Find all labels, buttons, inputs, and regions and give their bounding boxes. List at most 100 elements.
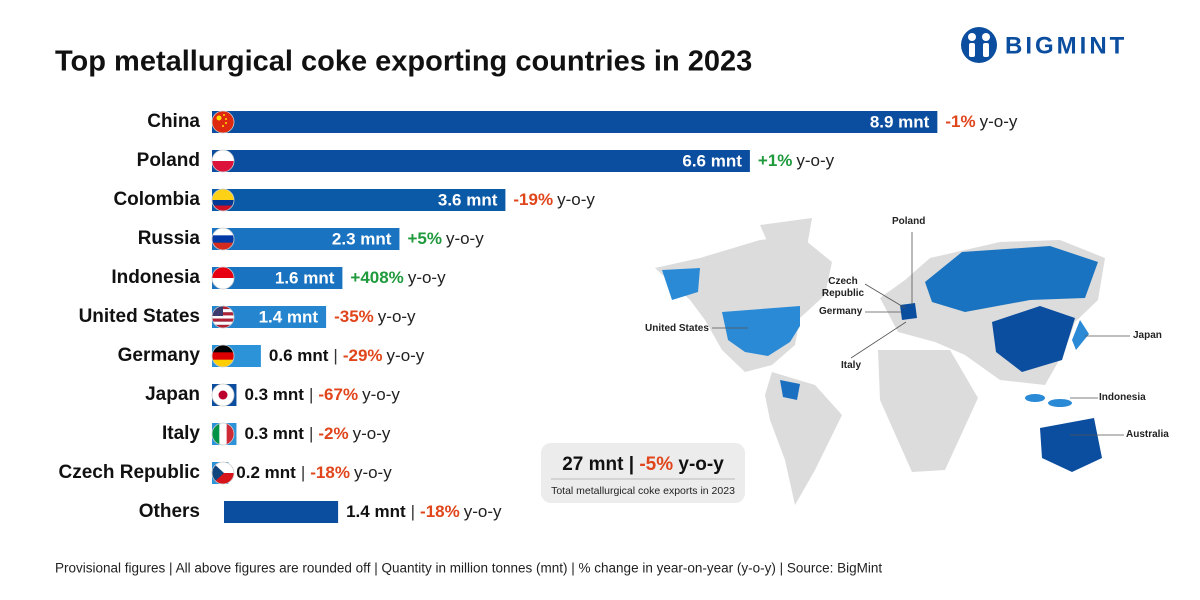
flag-stripe	[212, 321, 234, 325]
china	[992, 306, 1075, 372]
yoy-label: -35% y-o-y	[334, 307, 416, 326]
category-label: Poland	[137, 150, 200, 171]
yoy-label: +1% y-o-y	[758, 151, 835, 170]
yoy-suffix: y-o-y	[796, 151, 834, 170]
summary-total: 27 mnt	[562, 454, 624, 475]
flag	[212, 228, 234, 250]
flag-border	[211, 110, 235, 134]
flag-stripe	[219, 423, 227, 445]
flag-border	[211, 266, 235, 290]
bar	[212, 267, 343, 289]
flag-border	[211, 227, 235, 251]
flag-stripe	[212, 189, 234, 195]
yoy-label: +5% y-o-y	[407, 229, 484, 248]
north-america	[655, 236, 832, 372]
yoy-label: -1% y-o-y	[945, 112, 1018, 131]
flag-stripe	[212, 359, 234, 367]
value-label: 1.4 mnt	[259, 307, 319, 326]
usa	[722, 306, 800, 356]
flag-stripe	[212, 161, 234, 172]
flag-stripe	[212, 473, 234, 484]
flag-triangle	[212, 462, 224, 484]
yoy-change: -67%	[318, 385, 358, 404]
flag-stripe	[212, 318, 234, 322]
flag-star	[222, 125, 224, 127]
yoy-label: 1.4 mnt | -18% y-o-y	[346, 502, 502, 521]
value-label: 1.4 mnt	[346, 502, 406, 521]
africa	[878, 350, 978, 472]
alaska	[662, 268, 700, 300]
flag-stripe	[212, 228, 234, 236]
category-label: Germany	[118, 345, 201, 366]
yoy-suffix: y-o-y	[353, 424, 391, 443]
flag-stripe	[212, 150, 234, 162]
flag	[212, 345, 234, 367]
summary-line: 27 mnt | -5% y-o-y	[562, 454, 724, 475]
yoy-suffix: y-o-y	[408, 268, 446, 287]
yoy-suffix: y-o-y	[446, 229, 484, 248]
bar	[224, 501, 339, 523]
flag-stripe	[212, 324, 234, 328]
footer: Provisional figures | All above figures …	[55, 561, 882, 576]
map-label: Japan	[1133, 330, 1162, 341]
value-label: 0.6 mnt	[269, 346, 329, 365]
flag-canton	[212, 306, 223, 316]
indonesia	[1048, 399, 1072, 407]
category-label: China	[147, 111, 200, 132]
value-label: 0.3 mnt	[244, 385, 304, 404]
bar	[212, 150, 750, 172]
map-label: Australia	[1126, 429, 1169, 440]
map-label: Indonesia	[1099, 392, 1146, 403]
central-europe	[900, 303, 917, 320]
category-label: Czech Republic	[59, 462, 201, 483]
category-label: Italy	[162, 423, 200, 444]
summary-suffix: y-o-y	[678, 454, 724, 475]
map-label: United States	[645, 323, 709, 334]
flag-border	[211, 383, 235, 407]
flag-stripe	[212, 267, 234, 279]
value-label: 0.2 mnt	[236, 463, 296, 482]
flag	[212, 423, 234, 445]
category-label: Russia	[138, 228, 201, 249]
category-label: United States	[79, 306, 200, 327]
map-label: Germany	[819, 306, 863, 317]
map-label: Czech Republic	[821, 276, 865, 299]
flag	[212, 111, 234, 133]
yoy-label: -19% y-o-y	[513, 190, 595, 209]
flag	[212, 189, 234, 211]
flag-stripe	[212, 235, 234, 243]
summary-caption: Total metallurgical coke exports in 2023	[551, 485, 735, 497]
yoy-label: 0.3 mnt | -67% y-o-y	[244, 385, 400, 404]
bar	[212, 111, 938, 133]
bar	[212, 189, 506, 211]
summary-separator: |	[629, 454, 634, 475]
japan	[1072, 320, 1089, 350]
yoy-label: 0.2 mnt | -18% y-o-y	[236, 463, 392, 482]
bar	[212, 306, 327, 328]
flag-border	[211, 461, 235, 485]
value-label: 2.3 mnt	[332, 229, 392, 248]
bar	[212, 228, 400, 250]
flag-stripe	[212, 423, 220, 445]
yoy-label: 0.6 mnt | -29% y-o-y	[269, 346, 425, 365]
flag-stripe	[212, 462, 234, 473]
yoy-label: 0.3 mnt | -2% y-o-y	[244, 424, 390, 443]
separator: |	[301, 463, 305, 482]
logo-icon	[961, 27, 997, 63]
flag-stripe	[212, 352, 234, 360]
yoy-label: +408% y-o-y	[350, 268, 446, 287]
category-label: Colombia	[113, 189, 200, 210]
yoy-suffix: y-o-y	[387, 346, 425, 365]
flag-border	[211, 344, 235, 368]
flag-stripe	[226, 423, 234, 445]
flag	[212, 267, 234, 289]
value-label: 6.6 mnt	[682, 151, 742, 170]
value-label: 3.6 mnt	[438, 190, 498, 209]
value-label: 8.9 mnt	[870, 112, 930, 131]
separator: |	[333, 346, 337, 365]
flag	[212, 384, 234, 406]
flag-star	[223, 114, 225, 116]
separator: |	[411, 502, 415, 521]
yoy-suffix: y-o-y	[464, 502, 502, 521]
